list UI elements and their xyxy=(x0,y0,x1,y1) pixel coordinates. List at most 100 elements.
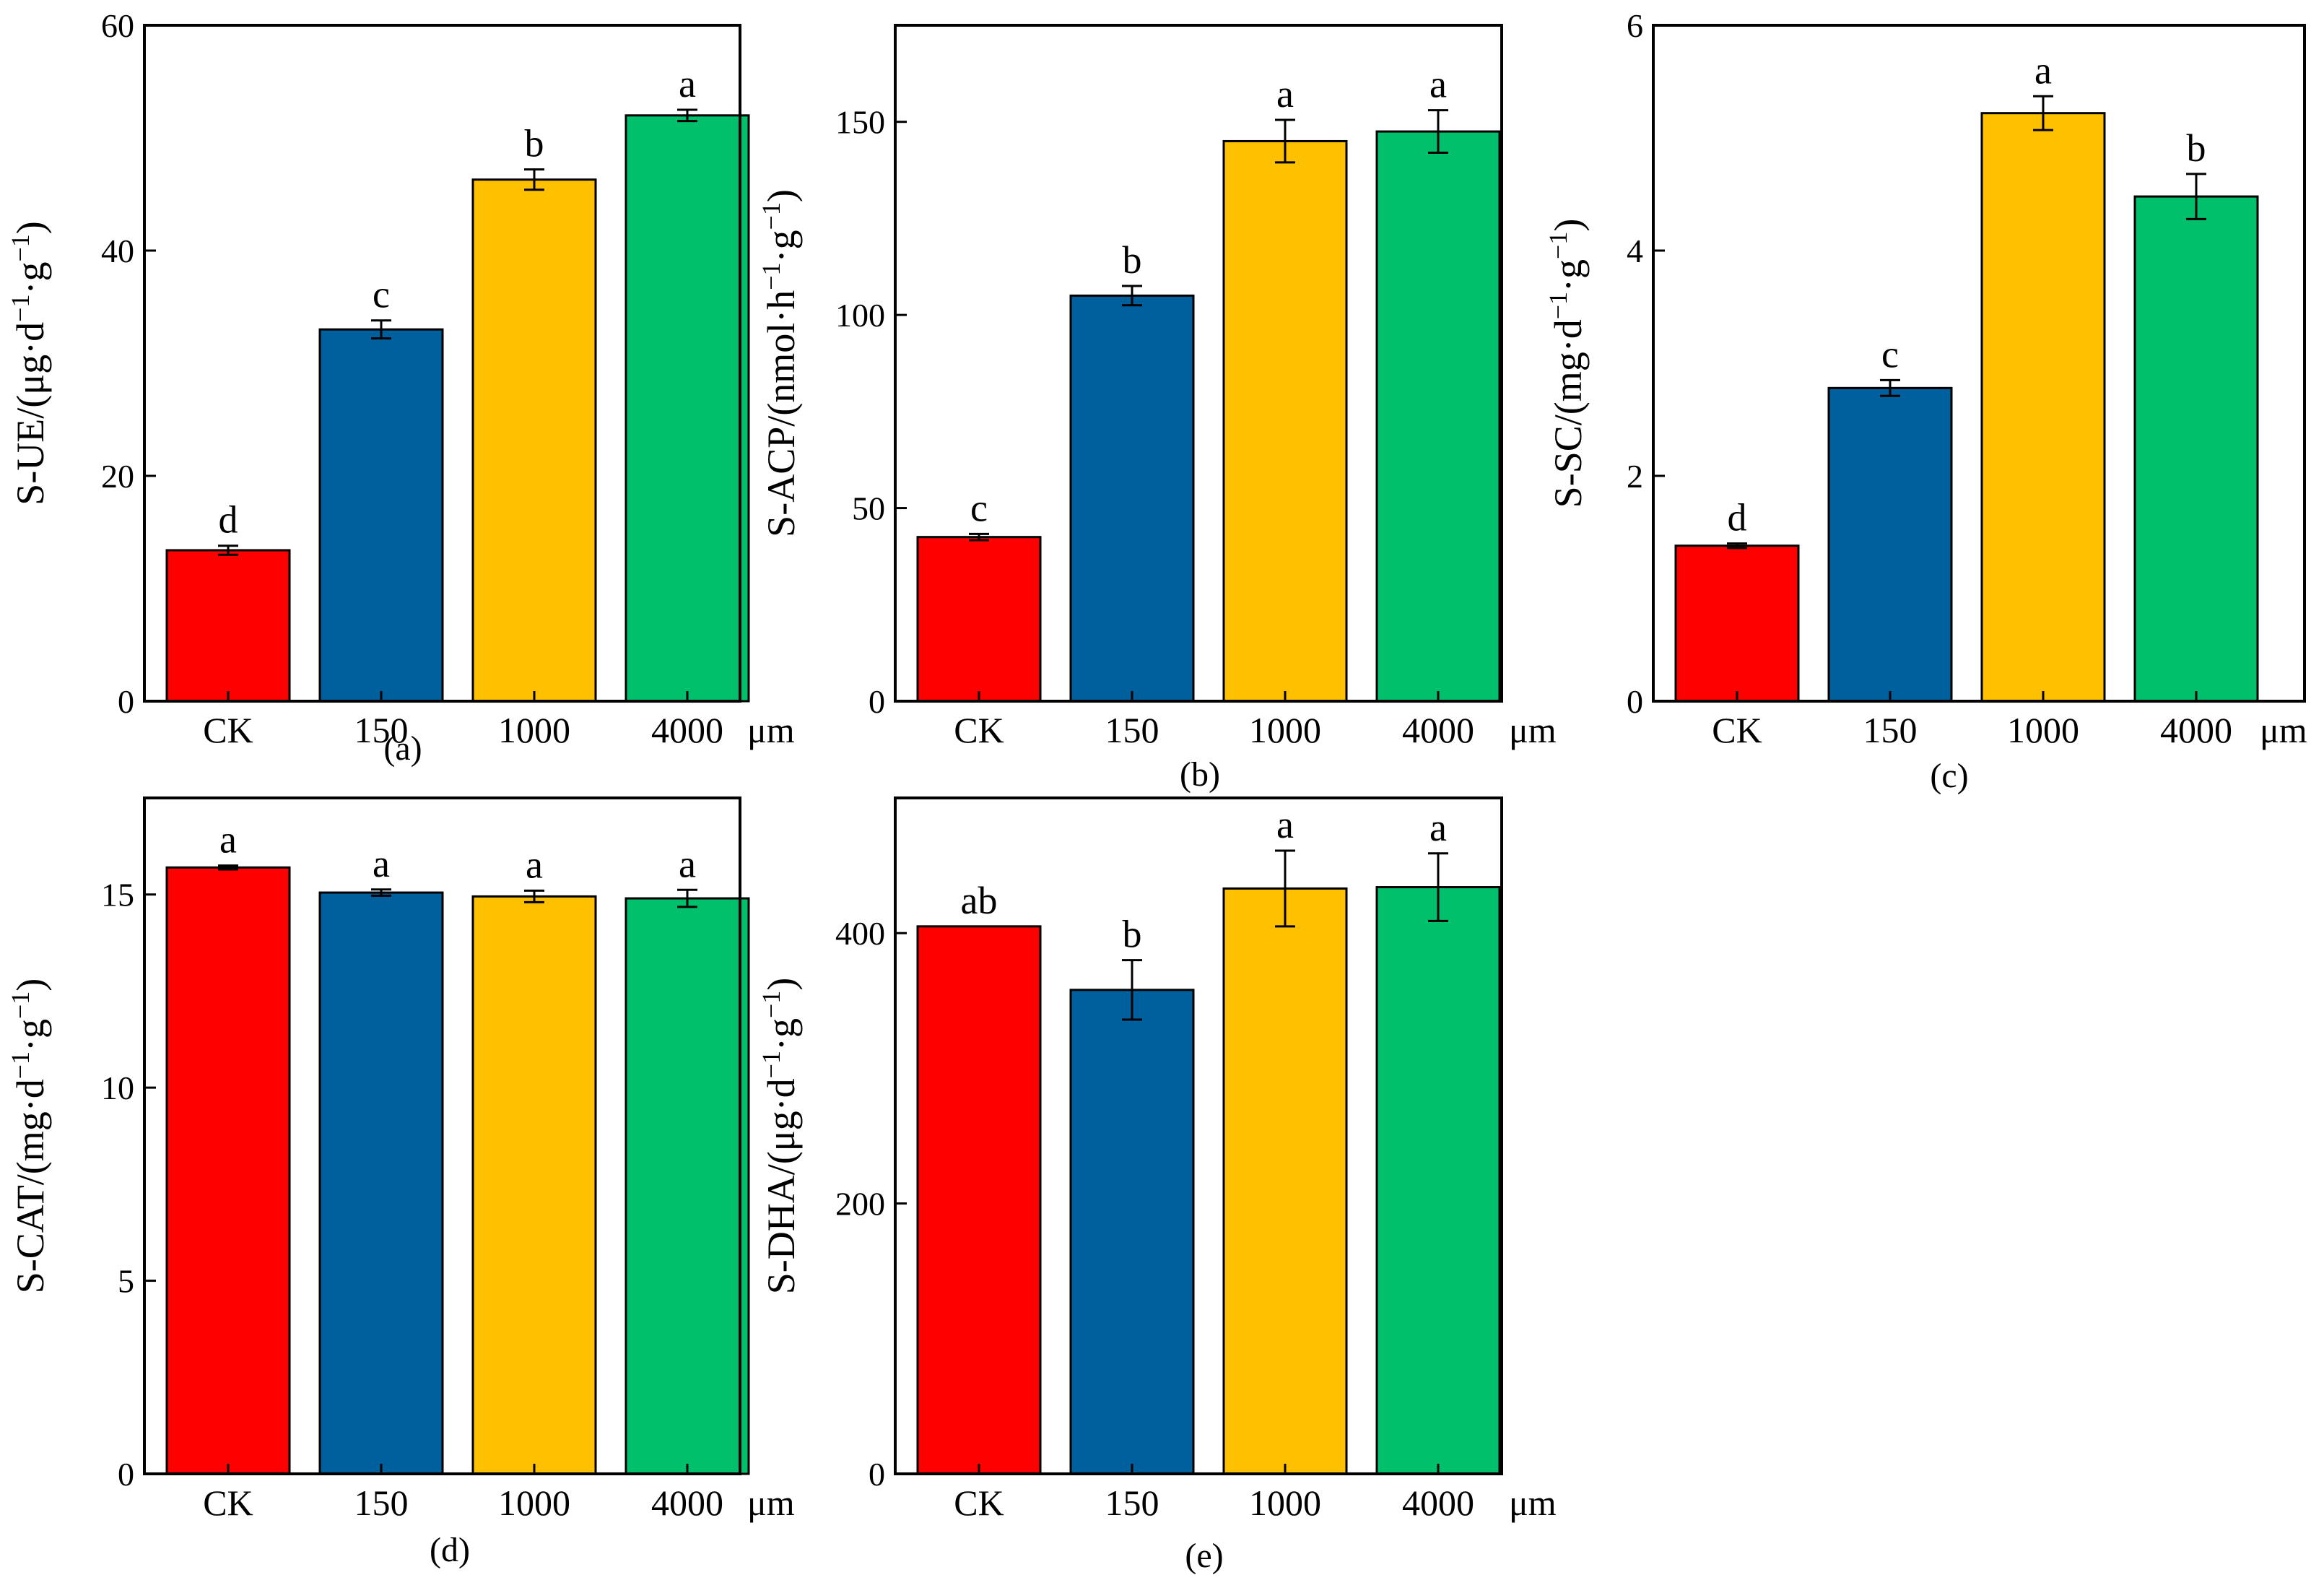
plot-frame xyxy=(143,796,741,1475)
significance-letter: a xyxy=(679,842,696,885)
y-axis-label: S-DHA/(μg·d−1·g−1) xyxy=(757,978,803,1295)
bar-150 xyxy=(1069,294,1195,703)
bar-150 xyxy=(318,891,444,1475)
bar-4000 xyxy=(2133,195,2259,703)
y-axis-label-part: ·g xyxy=(760,230,803,262)
x-category-label: CK xyxy=(203,710,253,750)
significance-letter: d xyxy=(219,498,238,542)
y-axis-label-sup: −1 xyxy=(757,1051,785,1078)
plot-frame xyxy=(143,24,741,703)
y-tick-label: 15 xyxy=(101,877,134,913)
bar-4000 xyxy=(624,114,750,703)
y-axis-label-part: ·g xyxy=(9,262,52,295)
y-axis-label-sup: −1 xyxy=(757,202,785,230)
y-axis-label-part: ) xyxy=(1546,219,1590,232)
panel-label: (e) xyxy=(1185,1537,1223,1575)
x-unit-label: μm xyxy=(1509,1483,1557,1523)
significance-letter: b xyxy=(1123,238,1142,282)
y-axis-label-sup: −1 xyxy=(1544,292,1572,319)
y-axis-label-part: S-UE/(μg·d xyxy=(9,322,52,505)
y-tick-label: 100 xyxy=(835,297,885,334)
y-tick-label: 2 xyxy=(1627,458,1643,495)
significance-letter: a xyxy=(1276,72,1294,116)
x-unit-label: μm xyxy=(2260,710,2307,750)
y-axis-label-sup: −1 xyxy=(757,262,785,290)
x-category-label: 4000 xyxy=(2160,710,2232,750)
bar-4000 xyxy=(1375,886,1501,1475)
panel-label: (d) xyxy=(430,1531,470,1569)
significance-letter: b xyxy=(1123,913,1142,956)
y-tick-label: 5 xyxy=(118,1263,134,1300)
significance-letter: b xyxy=(525,122,544,165)
panel-label: (a) xyxy=(383,729,422,768)
y-axis-label-sup: −1 xyxy=(6,295,35,322)
x-category-label: 4000 xyxy=(1402,710,1474,750)
bar-4000 xyxy=(1375,130,1501,703)
y-tick-label: 6 xyxy=(1627,7,1643,44)
significance-letter: ab xyxy=(961,879,998,922)
y-tick-label: 10 xyxy=(101,1069,134,1106)
x-category-label: CK xyxy=(954,710,1004,750)
x-unit-label: μm xyxy=(1509,710,1557,750)
x-unit-label: μm xyxy=(747,710,795,750)
significance-letter: a xyxy=(1276,803,1294,846)
y-tick-label: 40 xyxy=(101,233,134,269)
chart-panel-5: 0 200 400 ab CK b 150 a 1000 a 4000 μm (e) S-DHA/(μg·… xyxy=(757,796,1557,1575)
x-category-label: 4000 xyxy=(1402,1483,1474,1523)
significance-letter: a xyxy=(373,842,390,885)
y-axis-label-part: S-ACP/(nmol·h xyxy=(760,290,803,537)
bar-1000 xyxy=(471,895,597,1475)
bar-CK xyxy=(1674,544,1800,703)
y-tick-label: 0 xyxy=(1627,683,1643,720)
y-axis-label-part: S-DHA/(μg·d xyxy=(760,1078,803,1294)
y-axis-label-part: ·g xyxy=(760,1018,803,1051)
x-category-label: CK xyxy=(954,1483,1004,1523)
y-tick-label: 0 xyxy=(118,683,134,720)
y-axis-label-sup: −1 xyxy=(1544,232,1572,259)
x-category-label: 1000 xyxy=(2007,710,2079,750)
y-axis-label-sup: −1 xyxy=(757,991,785,1018)
significance-letter: a xyxy=(1429,63,1447,106)
y-axis-label-part: ) xyxy=(760,978,803,991)
y-axis-label-sup: −1 xyxy=(6,1051,35,1079)
y-axis-label-part: ·g xyxy=(1546,259,1590,292)
x-category-label: 1000 xyxy=(498,1483,570,1523)
y-tick-label: 400 xyxy=(835,915,885,952)
bar-1000 xyxy=(1222,139,1348,703)
y-tick-label: 60 xyxy=(101,7,134,44)
bar-CK xyxy=(916,925,1042,1475)
significance-letter: c xyxy=(970,486,988,529)
bar-CK xyxy=(165,549,291,703)
x-category-label: CK xyxy=(203,1483,253,1523)
y-axis-label-part: S-CAT/(mg·d xyxy=(9,1079,52,1293)
x-unit-label: μm xyxy=(747,1483,795,1523)
panel-label: (c) xyxy=(1930,757,1968,795)
significance-letter: a xyxy=(679,62,696,105)
y-tick-label: 200 xyxy=(835,1186,885,1223)
plot-frame xyxy=(1652,24,2306,703)
y-axis-label-sup: −1 xyxy=(6,234,35,261)
y-tick-label: 0 xyxy=(118,1456,134,1493)
x-category-label: 150 xyxy=(1105,710,1159,750)
x-category-label: 150 xyxy=(354,710,409,750)
bar-CK xyxy=(165,866,291,1475)
significance-letter: c xyxy=(373,273,390,316)
bar-150 xyxy=(1069,989,1195,1475)
y-tick-label: 4 xyxy=(1627,233,1643,269)
significance-letter: c xyxy=(1881,332,1899,376)
bar-150 xyxy=(318,328,444,703)
bar-1000 xyxy=(471,178,597,703)
y-axis-label-part: ) xyxy=(9,221,52,234)
x-category-label: 150 xyxy=(1863,710,1918,750)
chart-panel-2: 0 50 100 150 c CK b 150 a 1000 a 4000 μm (b) S-ACP/(nm… xyxy=(757,24,1557,794)
bar-150 xyxy=(1827,386,1953,703)
x-category-label: 4000 xyxy=(651,710,723,750)
y-axis-label-part: ·g xyxy=(9,1019,52,1051)
y-axis-label: S-SC/(mg·d−1·g−1) xyxy=(1544,219,1590,508)
panel-label: (b) xyxy=(1180,755,1220,794)
x-category-label: 150 xyxy=(354,1483,409,1523)
